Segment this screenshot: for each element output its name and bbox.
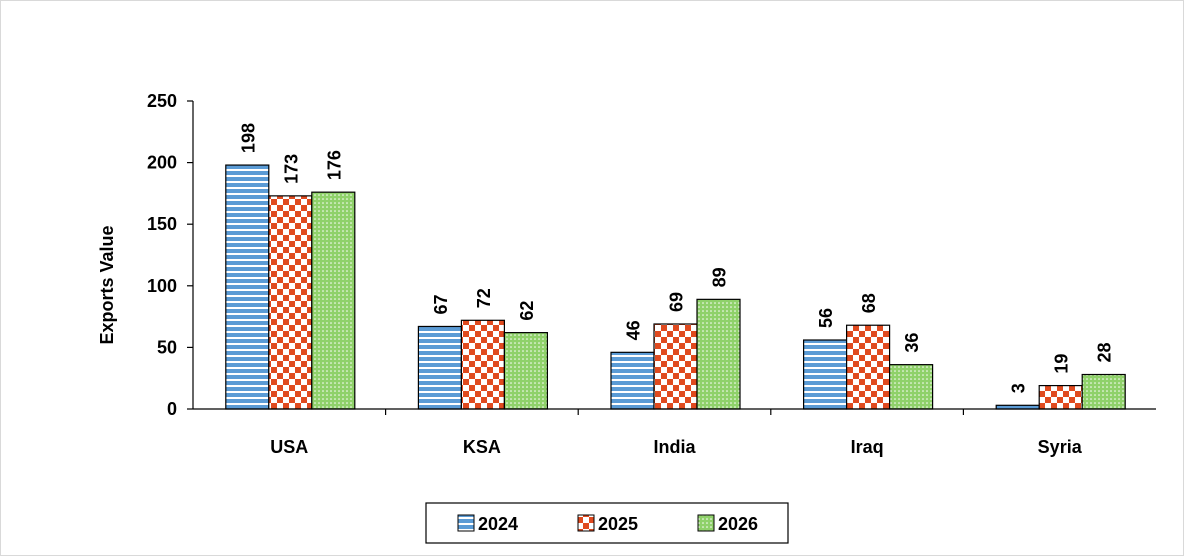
data-labels: 198 173 176 67 72 62 46 69 89 56 68 36 3 19 28 [238, 123, 1114, 393]
bar-ksa-2025 [460, 319, 505, 410]
data-label: 72 [474, 288, 494, 308]
data-label: 176 [324, 150, 344, 180]
legend-label: 2026 [718, 514, 758, 534]
legend-label: 2024 [478, 514, 518, 534]
legend-box [425, 502, 789, 544]
y-tick-label: 100 [147, 276, 177, 296]
bar-syria-2025 [1038, 384, 1083, 410]
data-label: 67 [431, 294, 451, 314]
x-tick-label: Syria [1038, 437, 1083, 457]
legend-swatch [457, 514, 475, 532]
data-label: 173 [281, 154, 301, 184]
data-label: 56 [816, 308, 836, 328]
x-tick-label: USA [270, 437, 308, 457]
x-tick-label: KSA [463, 437, 501, 457]
data-label: 62 [517, 301, 537, 321]
bar-ksa-2024 [417, 325, 462, 410]
bar-india-2024 [610, 351, 655, 410]
data-label: 19 [1052, 354, 1072, 374]
bar-usa-2025 [268, 195, 313, 410]
y-axis-title: Exports Value [97, 225, 117, 344]
legend-swatch [577, 514, 595, 532]
data-label: 46 [624, 320, 644, 340]
x-tick-label: India [653, 437, 696, 457]
plot-area [225, 164, 1126, 410]
y-tick-label: 50 [157, 337, 177, 357]
bar-india-2026 [696, 298, 741, 410]
bar-ksa-2026 [503, 332, 548, 410]
legend-label: 2025 [598, 514, 638, 534]
bar-iraq-2024 [802, 339, 848, 410]
data-label: 68 [859, 293, 879, 313]
bar-usa-2024 [225, 164, 270, 410]
y-tick-label: 0 [167, 399, 177, 419]
bar-india-2025 [653, 323, 698, 410]
bar-syria-2026 [1081, 373, 1126, 410]
y-tick-label: 200 [147, 153, 177, 173]
bar-usa-2026 [311, 191, 356, 410]
data-label: 69 [667, 292, 687, 312]
legend-swatch [697, 514, 715, 532]
y-tick-label: 250 [147, 91, 177, 111]
bar-iraq-2025 [845, 324, 891, 410]
data-label: 28 [1095, 342, 1115, 362]
x-tick-label: Iraq [851, 437, 884, 457]
data-label: 3 [1009, 383, 1029, 393]
data-label: 36 [902, 333, 922, 353]
axes: 0 50 100 150 200 250 Exports Value USA KSA India I… [97, 91, 1156, 457]
data-label: 89 [710, 267, 730, 287]
data-label: 198 [238, 123, 258, 153]
legend: 2024 2025 2026 [425, 502, 789, 544]
bar-iraq-2026 [888, 364, 934, 410]
y-tick-label: 150 [147, 214, 177, 234]
